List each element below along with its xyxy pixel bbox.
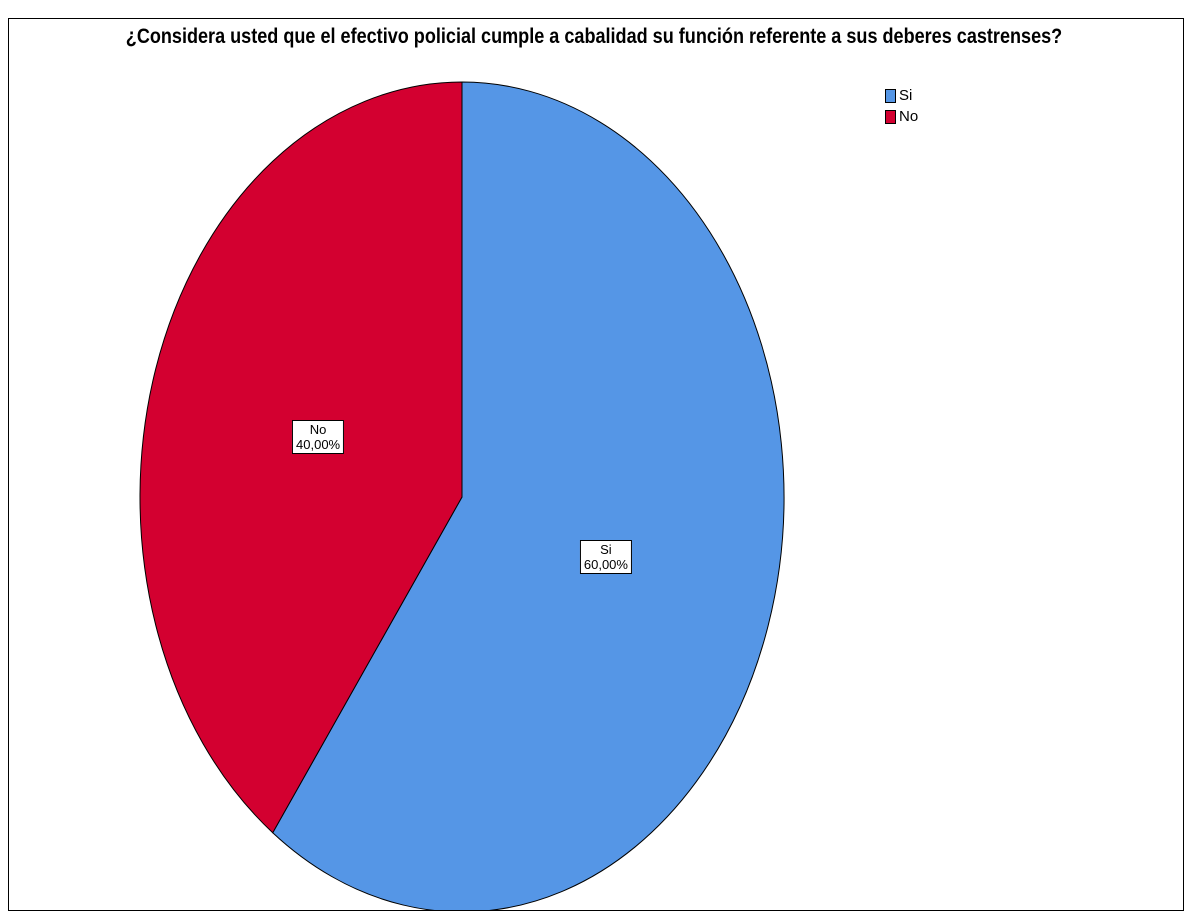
chart-frame: ¿Considera usted que el efectivo policia… <box>8 18 1184 911</box>
data-label-no-value: 40,00% <box>296 436 341 452</box>
data-label-no-category: No <box>309 421 327 437</box>
pie-slice-si <box>272 81 785 910</box>
data-label-no: No 40,00% <box>292 419 345 454</box>
chart-title: ¿Considera usted que el efectivo policia… <box>125 25 1063 48</box>
legend-swatch-si <box>885 88 896 103</box>
legend-label-si: Si <box>899 87 913 104</box>
data-label-si: Si 60,00% <box>579 540 632 575</box>
pie-chart <box>139 81 785 910</box>
legend-label-no: No <box>899 108 919 125</box>
pie-slice-no <box>139 81 463 834</box>
legend-item-no: No <box>885 106 918 127</box>
legend-item-si: Si <box>885 85 918 106</box>
legend: Si No <box>885 85 918 127</box>
legend-swatch-no <box>885 109 896 124</box>
data-label-si-category: Si <box>600 542 612 558</box>
data-label-si-value: 60,00% <box>583 557 628 573</box>
